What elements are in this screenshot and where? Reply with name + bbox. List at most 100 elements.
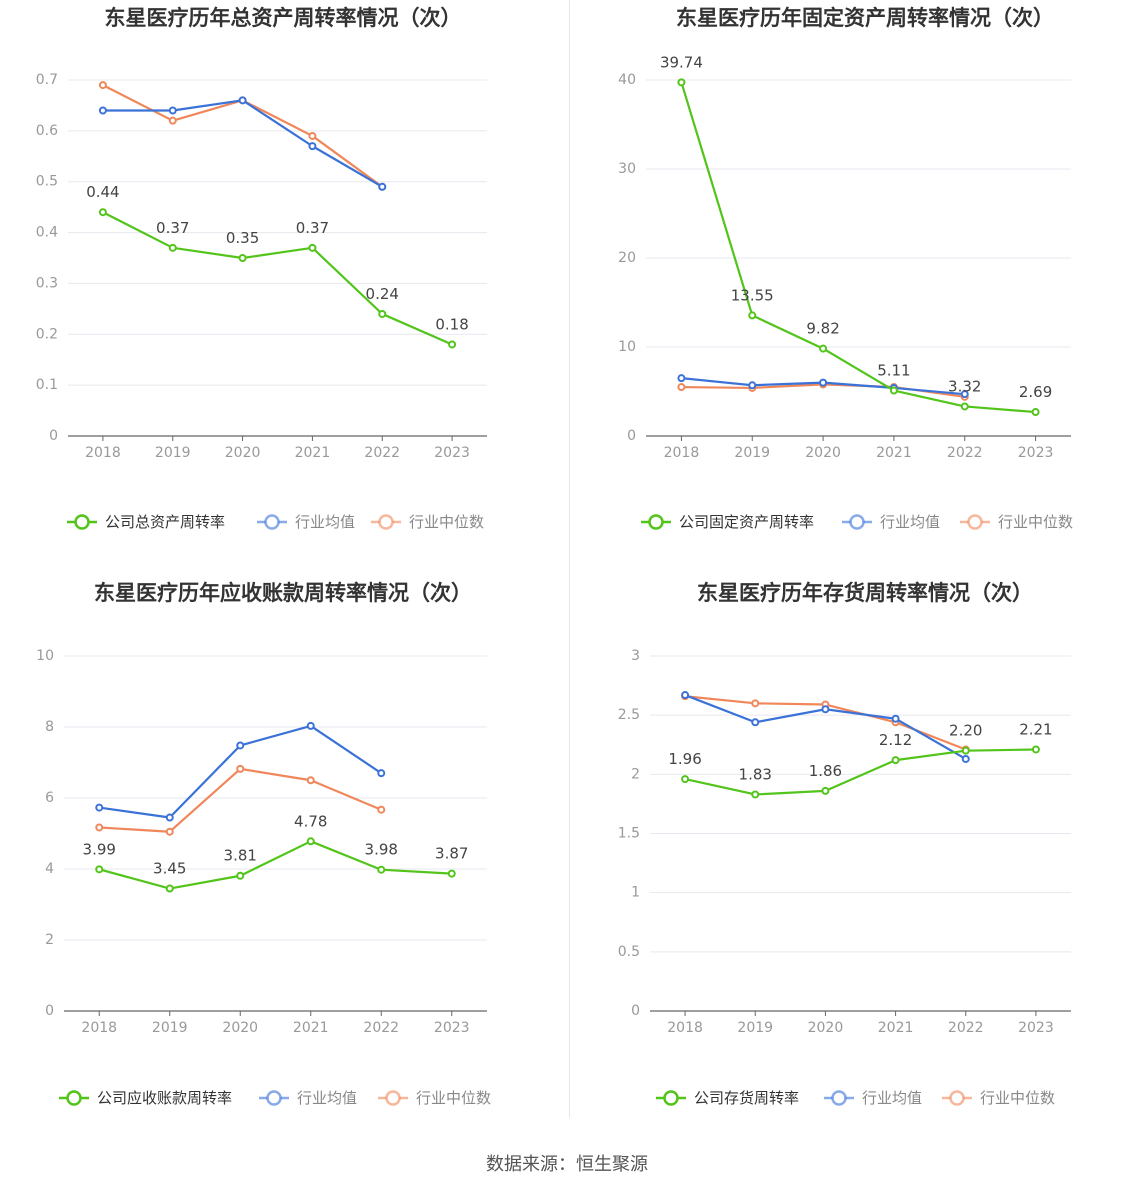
data-point (308, 243, 317, 252)
data-point (748, 311, 757, 320)
data-point (751, 699, 760, 708)
legend-marker (66, 1090, 82, 1106)
y-tick-label: 3 (631, 648, 640, 664)
x-tick-label: 2023 (434, 445, 470, 461)
x-tick-label: 2021 (878, 1020, 914, 1036)
data-point (165, 827, 174, 836)
data-point (448, 340, 457, 349)
y-tick-label: 0.4 (36, 225, 58, 241)
x-tick-label: 2020 (805, 445, 841, 461)
legend-label: 行业均值 (297, 1089, 357, 1107)
data-point (821, 705, 830, 714)
data-label: 1.96 (668, 750, 701, 768)
data-label: 13.55 (731, 286, 774, 304)
chart-title: 东星医疗历年总资产周转率情况（次） (105, 6, 462, 30)
data-point (238, 96, 247, 105)
legend-marker (74, 514, 90, 530)
data-point (751, 718, 760, 727)
data-point (819, 378, 828, 387)
y-tick-label: 0.7 (36, 72, 58, 88)
data-label: 3.87 (435, 845, 468, 863)
data-point (98, 208, 107, 217)
data-label: 0.37 (296, 219, 329, 237)
data-point (961, 746, 970, 755)
x-tick-label: 2019 (152, 1020, 188, 1036)
legend-marker (949, 1090, 965, 1106)
data-label: 2.20 (949, 722, 982, 740)
x-tick-label: 2020 (808, 1020, 844, 1036)
data-label: 3.98 (365, 841, 398, 859)
data-label: 0.18 (435, 315, 468, 333)
y-tick-label: 0 (45, 1003, 54, 1019)
series-line-2 (99, 767, 382, 833)
data-point (677, 78, 686, 87)
data-label: 5.11 (877, 362, 910, 380)
legend-marker (385, 1090, 401, 1106)
x-tick-label: 2021 (293, 1020, 329, 1036)
x-tick-label: 2019 (737, 1020, 773, 1036)
x-tick-label: 2023 (1018, 445, 1054, 461)
y-tick-label: 2 (631, 766, 640, 782)
data-point (168, 116, 177, 125)
legend-label: 公司固定资产周转率 (679, 513, 814, 531)
chart-svg: 东星医疗历年应收账款周转率情况（次） 0 2 4 6 8 10 2018 2019 2020 202… (36, 581, 491, 1107)
x-tick-label: 2023 (1018, 1020, 1054, 1036)
data-source-note: 数据来源：恒生聚源 (0, 1150, 1134, 1176)
chart-svg: 东星医疗历年存货周转率情况（次） 0 0.5 1 1.5 2 2.5 3 2018 2019 202… (618, 581, 1071, 1107)
data-label: 39.74 (660, 53, 703, 71)
data-label: 2.12 (879, 731, 912, 749)
data-point (98, 106, 107, 115)
legend-marker (831, 1090, 847, 1106)
y-tick-label: 4 (45, 861, 54, 877)
chart-svg: 东星医疗历年总资产周转率情况（次） 0 0.1 0.2 0.3 0.4 0.5 0.6 0.7 2… (36, 6, 487, 531)
data-label: 3.45 (153, 860, 186, 878)
data-label: 3.32 (948, 377, 981, 395)
y-tick-label: 0.5 (618, 944, 640, 960)
data-point (751, 790, 760, 799)
legend-label: 行业均值 (862, 1089, 922, 1107)
y-tick-label: 40 (618, 72, 636, 88)
data-point (168, 106, 177, 115)
data-point (447, 869, 456, 878)
data-point (306, 776, 315, 785)
data-point (891, 714, 900, 723)
x-tick-label: 2020 (222, 1020, 258, 1036)
data-label: 4.78 (294, 812, 327, 830)
y-tick-label: 20 (618, 250, 636, 266)
legend-label: 行业均值 (295, 513, 355, 531)
data-point (1031, 408, 1040, 417)
series-line-0 (680, 81, 1036, 414)
legend-label: 行业均值 (880, 513, 940, 531)
series-line-0 (684, 748, 1036, 796)
legend-label: 公司应收账款周转率 (97, 1089, 232, 1107)
x-tick-label: 2021 (876, 445, 912, 461)
legend-marker (378, 514, 394, 530)
chart-panel-receivables-turnover: 东星医疗历年应收账款周转率情况（次） 0 2 4 6 8 10 2018 2019 2020 202… (0, 576, 567, 1146)
series-line-0 (98, 840, 452, 890)
legend-marker (648, 514, 664, 530)
x-tick-label: 2020 (225, 445, 261, 461)
data-point (681, 775, 690, 784)
y-tick-label: 1.5 (618, 826, 640, 842)
data-point (308, 131, 317, 140)
data-label: 0.44 (86, 183, 119, 201)
data-point (821, 786, 830, 795)
x-tick-label: 2019 (155, 445, 191, 461)
x-tick-label: 2021 (295, 445, 331, 461)
data-point (889, 386, 898, 395)
data-point (238, 254, 247, 262)
legend-label: 行业中位数 (409, 513, 484, 531)
legend-label: 公司总资产周转率 (105, 513, 225, 531)
data-point (95, 803, 104, 812)
y-tick-label: 6 (45, 790, 54, 806)
data-point (236, 741, 245, 750)
y-tick-label: 2.5 (618, 707, 640, 723)
series-line-1 (102, 99, 383, 188)
legend-marker (967, 514, 983, 530)
data-point (961, 754, 970, 763)
series-line-0 (102, 211, 453, 346)
data-point (819, 344, 828, 353)
data-point (95, 823, 104, 832)
x-tick-label: 2018 (81, 1020, 117, 1036)
legend-marker (663, 1090, 679, 1106)
